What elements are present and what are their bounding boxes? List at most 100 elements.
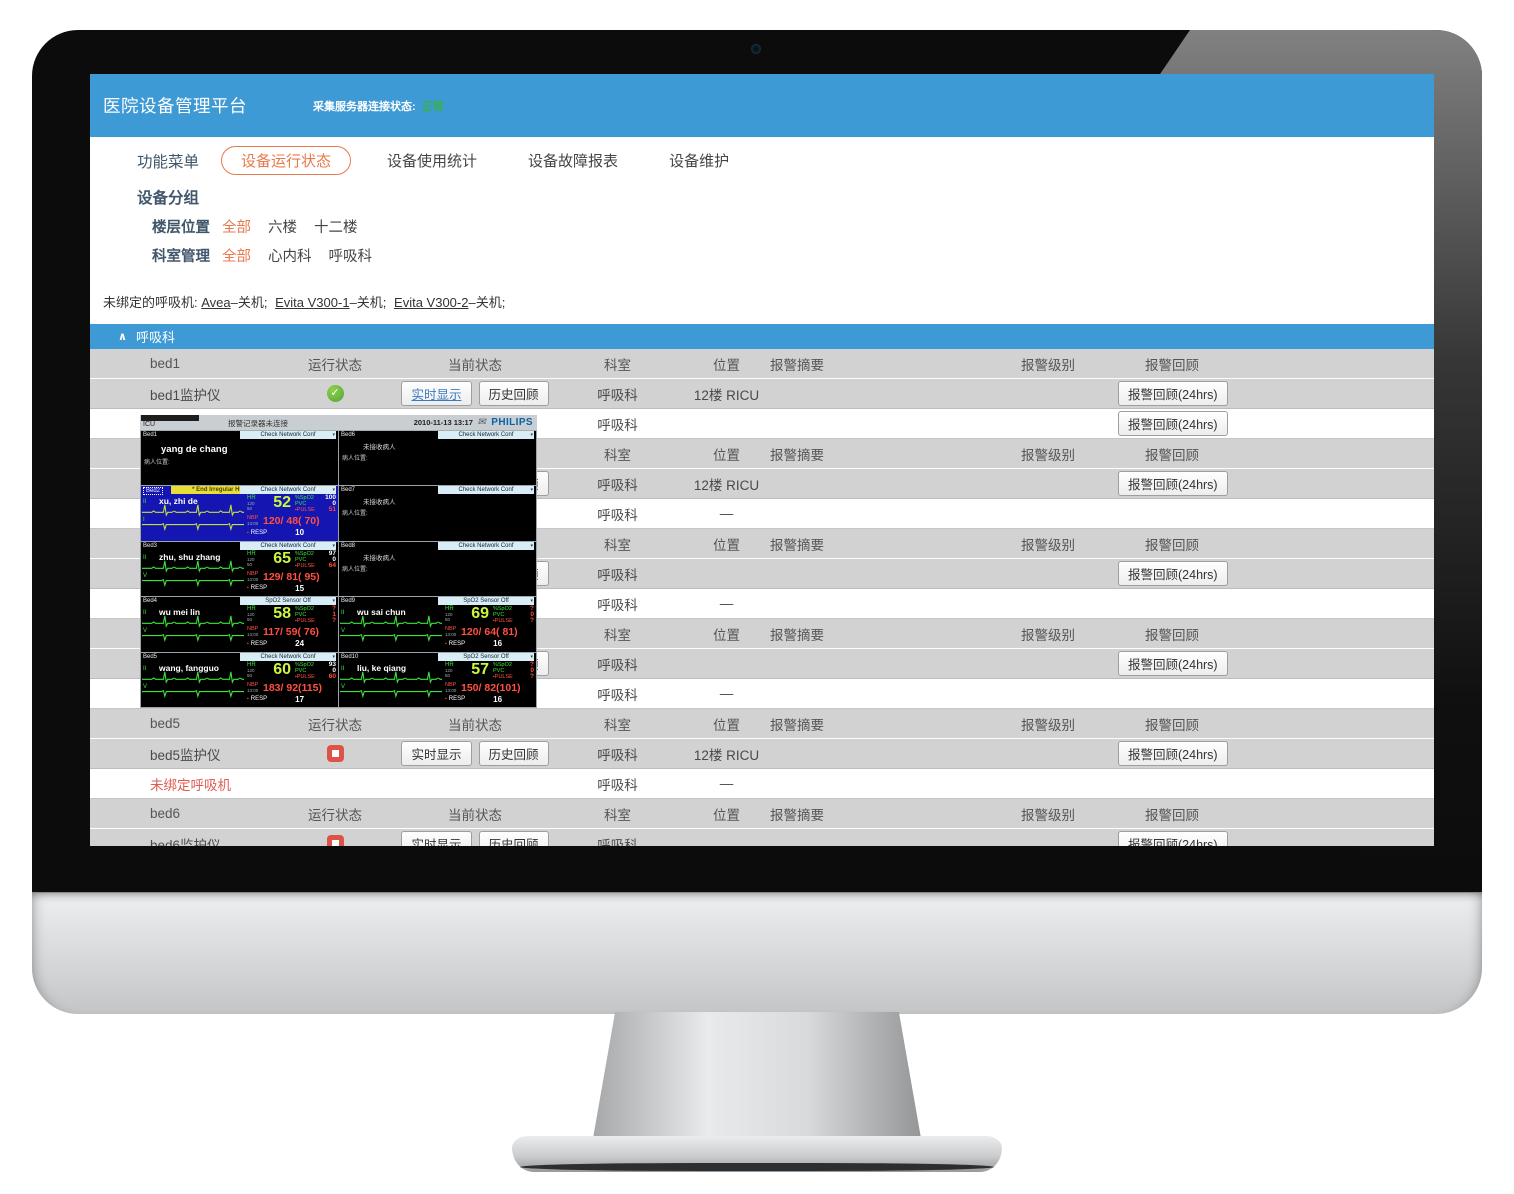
spo2-label: %SpO2 — [493, 606, 512, 613]
tile-status-dropdown[interactable]: Check Network Conf ▾ — [438, 541, 534, 550]
tile-status-dropdown[interactable]: Check Network Conf ▾ — [240, 486, 336, 495]
hr-limit-low: 50 — [247, 672, 253, 678]
bed-label: Bed10 — [341, 653, 359, 660]
status-stopped-icon — [326, 745, 344, 762]
patient-location-label: 病人位置: — [144, 460, 170, 466]
chevron-down-icon: ▾ — [332, 487, 335, 494]
filter-dept-cardiology[interactable]: 心内科 — [268, 249, 312, 265]
device-name: bed1监护仪 — [150, 387, 221, 403]
alarm-review-24hrs-button[interactable]: 报警回顾(24hrs) — [1118, 471, 1228, 496]
imac-stand-neck — [592, 1012, 922, 1144]
patient-name: wu sai chun — [357, 607, 406, 618]
hr-label: HR — [247, 550, 256, 557]
history-review-button[interactable]: 历史回顾 — [478, 381, 549, 406]
col-dept: 科室 — [604, 717, 631, 733]
nbp-time: 13:00 — [247, 576, 259, 582]
filter-floor: 楼层位置 全部 六楼 十二楼 — [152, 216, 1434, 237]
filter-dept-respiratory[interactable]: 呼吸科 — [328, 249, 373, 265]
tile-status-dropdown[interactable]: SpO2 Sensor Off ▾ — [240, 597, 336, 606]
tile-status-dropdown[interactable]: SpO2 Sensor Off ▾ — [438, 597, 534, 606]
nav-menu-label: 功能菜单 — [137, 153, 200, 171]
alarm-review-24hrs-button[interactable]: 报警回顾(24hrs) — [1118, 411, 1228, 436]
table-row: bed1 运行状态 当前状态 科室 位置 报警摘要 报警级别 报警回顾 — [90, 349, 1434, 379]
filter-floor-all[interactable]: 全部 — [222, 220, 251, 236]
ecg-waveform — [142, 505, 244, 518]
datetime-label: 2010-11-13 13:17 — [413, 418, 473, 427]
tab-device-running-status[interactable]: 设备运行状态 — [221, 146, 352, 175]
pulse-label: ▪PULSE — [295, 673, 315, 680]
hr-limit-low: 50 — [247, 506, 253, 512]
hr-value: 65 — [273, 549, 291, 567]
tile-status-dropdown[interactable]: Check Network Conf ▾ — [438, 486, 534, 495]
pulse-value: 64 — [328, 561, 336, 569]
nbp-value: 120/ 48( 70) — [263, 515, 320, 528]
tab-device-maintenance[interactable]: 设备维护 — [669, 153, 730, 170]
tab-device-usage-stats[interactable]: 设备使用统计 — [387, 153, 478, 170]
link-evita-v300-1[interactable]: Evita V300-1 — [275, 295, 350, 310]
tile-status-dropdown[interactable]: Check Network Conf ▾ — [240, 652, 336, 661]
hr-limit-high: 120 — [247, 556, 255, 562]
col-alarm-level: 报警级别 — [1021, 357, 1075, 373]
tile-status-text: SpO2 Sensor Off — [463, 653, 509, 660]
ecg-waveform — [142, 671, 244, 684]
pulse-box-icon: ▪ — [295, 507, 297, 514]
hr-value: 58 — [273, 605, 291, 623]
resp-label: RESP — [250, 585, 268, 592]
ecg-lead-label: I — [143, 517, 145, 524]
col-alarm-level: 报警级别 — [1021, 807, 1075, 823]
tile-status-text: Check Network Conf — [458, 542, 514, 549]
pvc-value: 0 — [332, 555, 336, 563]
tile-status-dropdown[interactable]: Check Network Conf ▾ — [438, 431, 534, 439]
bed-label: Bed2 — [143, 487, 164, 496]
realtime-display-button[interactable]: 实时显示 — [401, 741, 472, 766]
history-review-button[interactable]: 历史回顾 — [478, 831, 549, 846]
monitor-grid: Bed1 Check Network Conf ▾ yang de chang 病… — [140, 431, 537, 708]
ecg-lead-label: II — [143, 665, 147, 672]
hr-label: HR — [247, 606, 256, 613]
alarm-review-24hrs-button[interactable]: 报警回顾(24hrs) — [1118, 651, 1228, 676]
table-row: bed5监护仪 实时显示 历史回顾 呼吸科 12楼 RICU 报警回顾(24hr… — [90, 739, 1434, 768]
alarm-review-24hrs-button[interactable]: 报警回顾(24hrs) — [1118, 741, 1228, 766]
link-avea[interactable]: Avea — [201, 295, 231, 310]
tile-status-dropdown[interactable]: SpO2 Sensor Off ▾ — [438, 652, 534, 661]
col-alarm-summary: 报警摘要 — [770, 627, 824, 643]
realtime-display-button[interactable]: 实时显示 — [401, 831, 472, 846]
col-alarm-summary: 报警摘要 — [770, 717, 824, 733]
filter-floor-12[interactable]: 十二楼 — [314, 220, 358, 236]
section-bar-respiratory[interactable]: ∧ 呼吸科 — [90, 324, 1434, 349]
vitals-panel: HR 120 50 69 %SpO2? PVC 0 ▪PULSE? NBP 13:00 1… — [445, 605, 534, 649]
collapse-icon[interactable]: ∧ — [118, 331, 127, 343]
vitals-panel: HR 120 50 65 %SpO2 97 PVC 0 ▪PULSE 64 NBP 13:0… — [247, 549, 336, 593]
pvc-value: 0 — [530, 666, 534, 674]
col-dept: 科室 — [604, 447, 631, 463]
alarm-review-24hrs-button[interactable]: 报警回顾(24hrs) — [1118, 831, 1228, 846]
ecg-waveform — [340, 634, 442, 643]
dept-cell: 呼吸科 — [597, 477, 638, 493]
resp-box-icon: ▪ — [445, 640, 447, 647]
resp-value: 24 — [295, 639, 305, 649]
realtime-display-button[interactable]: 实时显示 — [401, 381, 472, 406]
alarm-review-24hrs-button[interactable]: 报警回顾(24hrs) — [1118, 561, 1228, 586]
nbp-label: NBP — [445, 626, 457, 633]
nbp-label: NBP — [247, 570, 259, 577]
spo2-value: ? — [530, 605, 534, 613]
tile-status-dropdown[interactable]: Check Network Conf ▾ — [240, 431, 336, 439]
chevron-down-icon: ▾ — [530, 598, 533, 605]
nbp-time: 13:00 — [445, 687, 457, 693]
tab-device-fault-report[interactable]: 设备故障报表 — [528, 153, 619, 170]
link-evita-v300-2[interactable]: Evita V300-2 — [394, 295, 469, 310]
tile-status-dropdown[interactable]: Check Network Conf ▾ — [240, 541, 336, 550]
pos-cell: — — [719, 686, 734, 701]
resp-value: 16 — [493, 639, 503, 649]
dept-cell: 呼吸科 — [597, 387, 638, 403]
pvc-label: PVC — [295, 501, 307, 508]
filter-dept-all[interactable]: 全部 — [222, 249, 251, 265]
alarm-review-24hrs-button[interactable]: 报警回顾(24hrs) — [1118, 381, 1228, 406]
bed-label: Bed6 — [341, 432, 356, 438]
pulse-label: ▪PULSE — [295, 618, 315, 625]
history-review-button[interactable]: 历史回顾 — [478, 741, 549, 766]
filter-floor-6[interactable]: 六楼 — [268, 220, 297, 236]
resp-value: 17 — [295, 694, 305, 704]
chevron-down-icon: ▾ — [332, 542, 335, 549]
tile-status-text: SpO2 Sensor Off — [265, 598, 311, 605]
